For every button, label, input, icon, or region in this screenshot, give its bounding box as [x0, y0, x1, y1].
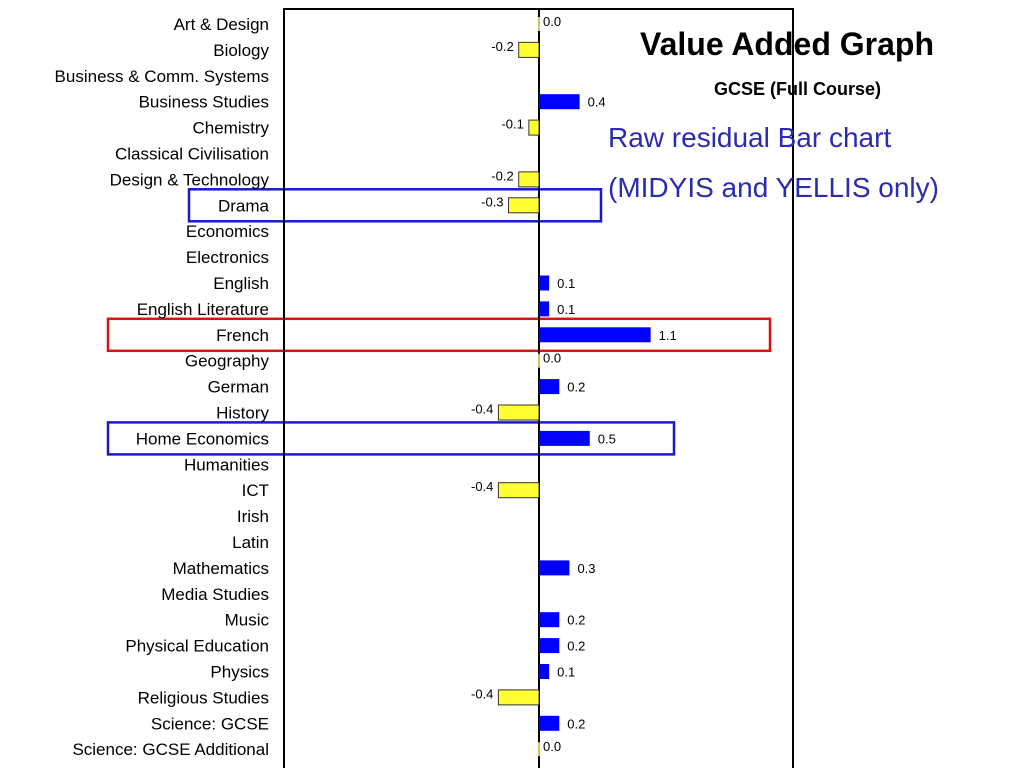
category-label: Mathematics — [173, 559, 269, 578]
category-label: Physics — [210, 663, 269, 682]
highlight-box — [187, 188, 603, 223]
bar-value-label: 0.3 — [577, 561, 595, 576]
category-label: History — [216, 404, 269, 423]
category-label: Art & Design — [174, 15, 269, 34]
category-label: Latin — [232, 533, 269, 552]
bar — [539, 664, 550, 679]
bar — [539, 612, 560, 628]
bar — [497, 689, 540, 706]
bar-value-label: 0.0 — [543, 739, 561, 754]
annotation-line-1: Raw residual Bar chart — [608, 122, 892, 153]
bar — [539, 94, 580, 110]
bar-value-label: 0.0 — [543, 14, 561, 29]
bar-value-label: -0.2 — [491, 168, 513, 183]
bar — [539, 560, 570, 576]
bar-value-label: 0.4 — [588, 95, 606, 110]
bar — [539, 301, 550, 317]
bar — [539, 638, 560, 654]
category-label: Geography — [185, 352, 270, 371]
bar — [518, 41, 540, 58]
category-label: ICT — [242, 481, 269, 500]
bar-value-label: 0.2 — [567, 380, 585, 395]
category-label: Science: GCSE — [151, 714, 269, 733]
chart-subtitle: GCSE (Full Course) — [714, 79, 882, 99]
category-label: English — [213, 274, 269, 293]
bar — [539, 430, 590, 446]
category-label: Classical Civilisation — [115, 145, 269, 164]
bar-value-label: -0.2 — [491, 39, 513, 54]
annotation-line-2: (MIDYIS and YELLIS only) — [608, 172, 939, 203]
bar-value-label: 0.1 — [557, 665, 575, 680]
category-label: Humanities — [184, 455, 269, 474]
category-label: Economics — [186, 222, 269, 241]
chart-category-labels: Art & Design Biology Business & Comm. Syst… — [55, 15, 270, 759]
bar — [528, 119, 540, 136]
highlight-boxes — [106, 188, 772, 456]
chart-title: Value Added Graph — [640, 26, 934, 62]
category-label: Electronics — [186, 248, 269, 267]
highlight-box — [106, 421, 676, 456]
bar-value-label: 0.5 — [598, 431, 616, 446]
bar-value-label: 0.1 — [557, 276, 575, 291]
category-label: German — [208, 378, 269, 397]
bar — [539, 275, 550, 291]
bar-value-label: 0.1 — [557, 302, 575, 317]
category-label: Irish — [237, 507, 269, 526]
bar — [539, 327, 651, 343]
category-label: Science: GCSE Additional — [72, 740, 269, 759]
category-label: Design & Technology — [110, 170, 270, 189]
bar-value-label: 0.2 — [567, 639, 585, 654]
bar-value-label: -0.4 — [471, 479, 493, 494]
bar-value-label: -0.4 — [471, 686, 493, 701]
bar-value-label: 1.1 — [659, 328, 677, 343]
chart-value-labels: 0.0 -0.2 0.4 -0.1 -0.2 -0.3 0.1 0.1 1.1 0.0 0.2 -0.… — [471, 14, 677, 754]
category-label: Business & Comm. Systems — [55, 67, 269, 86]
highlight-box — [106, 317, 772, 353]
category-label: Physical Education — [125, 637, 269, 656]
bar-value-label: -0.1 — [501, 117, 523, 132]
bar — [497, 404, 540, 421]
category-label: Home Economics — [136, 429, 269, 448]
category-label: Biology — [213, 41, 269, 60]
category-label: Religious Studies — [138, 688, 269, 707]
category-label: Music — [225, 611, 270, 630]
bar-value-label: -0.4 — [471, 402, 493, 417]
bar — [508, 197, 540, 214]
chart-bars — [497, 17, 651, 757]
bar-value-label: 0.2 — [567, 716, 585, 731]
bar-value-label: -0.3 — [481, 194, 503, 209]
category-label: English Literature — [137, 300, 269, 319]
category-label: Chemistry — [192, 119, 269, 138]
category-label: Drama — [218, 196, 270, 215]
bar-value-label: 0.0 — [543, 351, 561, 366]
bar — [497, 482, 540, 499]
category-label: Business Studies — [139, 93, 269, 112]
bar-value-label: 0.2 — [567, 613, 585, 628]
bar — [539, 379, 560, 395]
category-label: French — [216, 326, 269, 345]
bar — [539, 715, 560, 731]
bar — [518, 171, 540, 188]
category-label: Media Studies — [161, 585, 269, 604]
